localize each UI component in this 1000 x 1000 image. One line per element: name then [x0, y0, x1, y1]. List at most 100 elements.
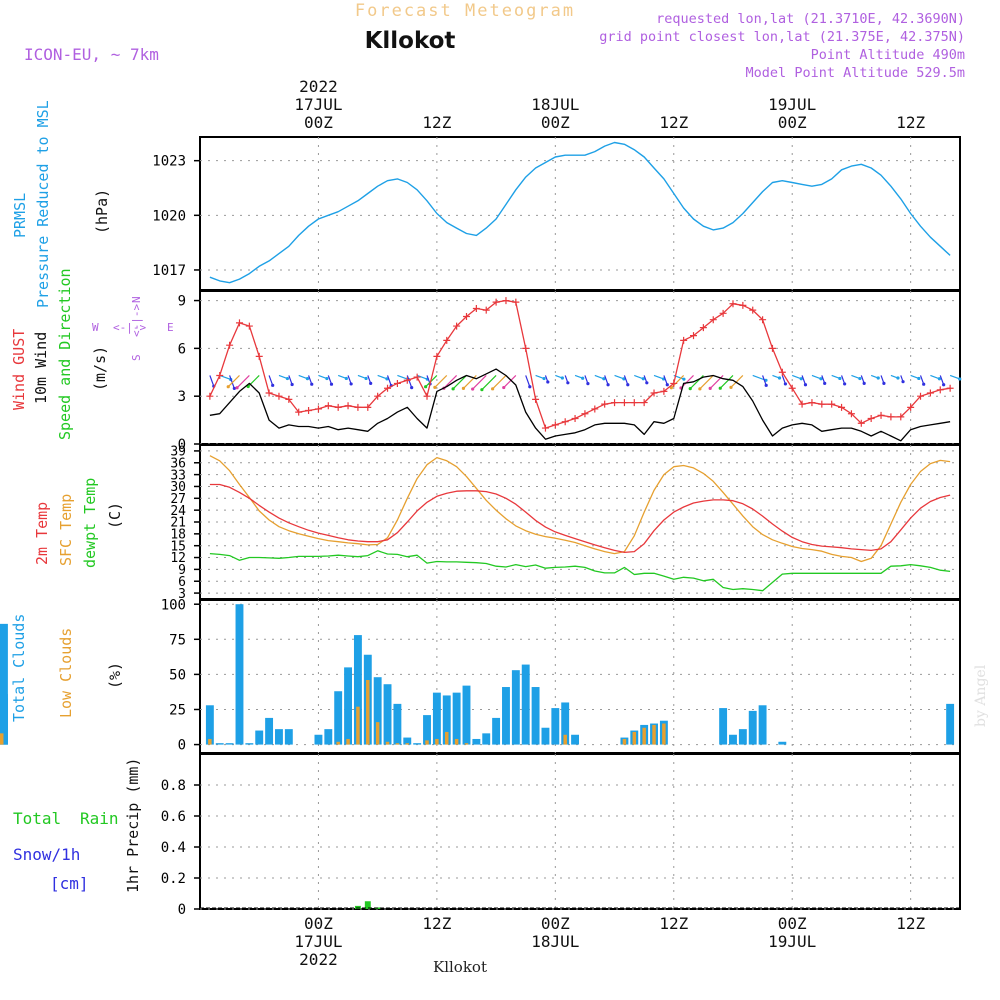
ytick-label: 75	[169, 632, 186, 648]
wind-arrow-head	[862, 381, 866, 385]
low-cloud-bar	[563, 734, 567, 745]
gust-marker	[690, 332, 698, 340]
wind-arrow	[949, 374, 960, 380]
wind-gust-line	[209, 299, 951, 429]
total-cloud-bar	[946, 703, 955, 745]
wind-arrow	[604, 375, 609, 385]
gust-marker	[818, 400, 826, 408]
footer-station: Kllokot	[433, 958, 487, 976]
gust-marker	[255, 352, 263, 360]
wind-arrow-head	[665, 383, 669, 387]
ytick-label: 0	[178, 738, 186, 754]
compass-arrow-we: <-|->	[113, 321, 146, 334]
ytick-label: 15	[170, 539, 186, 554]
gust-marker	[551, 421, 559, 429]
wind-arrow-head	[876, 376, 880, 380]
wind-arrow-head	[843, 382, 847, 386]
total-cloud-bar	[442, 695, 451, 745]
wind-arrow	[653, 374, 664, 380]
low-cloud-bar	[336, 741, 340, 745]
gust-marker	[314, 405, 322, 413]
gust-marker	[384, 384, 392, 392]
low-cloud-bar	[356, 706, 360, 745]
low-cloud-bar	[208, 738, 212, 745]
ytick-label: 50	[169, 667, 186, 683]
wind-arrow-head	[799, 377, 803, 381]
wind-arrow-head	[232, 386, 236, 391]
wind-arrow-head	[708, 386, 712, 391]
wind-arrow	[452, 375, 467, 390]
gust-marker	[601, 400, 609, 408]
top-time-label: 12Z	[422, 113, 451, 132]
gust-marker	[275, 392, 283, 400]
clouds-panel: 0 25 50 75 100	[0, 597, 961, 754]
ytick-label: 27	[170, 492, 186, 507]
compass-n: N	[130, 296, 143, 303]
wind-frame	[199, 290, 961, 445]
wind-arrow	[288, 375, 293, 385]
top-time-label: 17JUL	[294, 95, 342, 114]
wind-panel: 0 3 6 9	[178, 291, 962, 453]
gust-marker	[778, 368, 786, 376]
gust-marker	[749, 306, 757, 314]
station-title: Kllokot	[365, 28, 456, 54]
gust-marker	[433, 352, 441, 360]
low-cloud-bar	[395, 743, 400, 745]
wind-arrow-head	[937, 377, 942, 381]
pressure-line	[209, 141, 951, 284]
low-cloud-bar	[662, 723, 666, 745]
bottom-time-label: 00Z	[778, 914, 807, 933]
gust-marker	[571, 415, 579, 422]
gust-marker	[650, 389, 658, 397]
clouds-frame	[199, 599, 961, 754]
wind-arrow	[434, 375, 448, 388]
gust-marker	[462, 313, 470, 320]
precip-panel: 0 0.2 0.4 0.6 0.8	[161, 753, 961, 918]
total-cloud-bar	[531, 687, 540, 745]
watermark: by Angel	[973, 664, 989, 727]
gust-marker	[423, 392, 431, 400]
total-cloud-bar	[413, 743, 422, 745]
wind-arrow-head	[783, 382, 788, 386]
wind-arrow-head	[364, 376, 368, 381]
gust-marker	[581, 410, 589, 418]
wind-arrow	[443, 375, 458, 389]
wind-arrow-head	[461, 386, 466, 391]
total-cloud-bar	[314, 734, 323, 745]
gust-marker	[611, 399, 619, 407]
wind-arrow-head	[471, 387, 475, 391]
wind-arrow-head	[729, 385, 733, 389]
gust-marker	[305, 407, 313, 415]
wind-arrow	[699, 375, 714, 390]
wind-arrow-head	[917, 376, 921, 381]
gust-marker	[532, 395, 540, 403]
wind-arrow-head	[433, 385, 437, 389]
gust-marker	[808, 399, 816, 407]
wind-arrow-head	[764, 383, 768, 387]
wind-arrow	[386, 375, 392, 386]
wind-arrow-head	[385, 377, 389, 381]
temp-unit: (C)	[106, 502, 124, 529]
ytick-label: 9	[178, 294, 186, 310]
total-cloud-bar	[541, 727, 550, 745]
gust-marker	[877, 411, 885, 419]
wind-arrow	[268, 375, 274, 386]
wind-arrow-head	[310, 382, 314, 386]
gust-marker	[354, 403, 362, 411]
wind-arrow	[719, 375, 734, 389]
gust-marker	[344, 402, 352, 410]
bottom-time-label: 12Z	[659, 914, 688, 933]
ytick-label: 39	[170, 445, 186, 460]
top-time-label: 00Z	[541, 113, 570, 132]
low-cloud-bar	[642, 727, 646, 745]
grid-point-coords: grid point closest lon,lat (21.375E, 42.…	[599, 29, 965, 45]
wind-arrow-head	[838, 376, 842, 381]
wind-arrow-head	[922, 382, 926, 386]
gust-marker	[798, 400, 806, 408]
low-cloud-bar	[405, 743, 410, 745]
ytick-label: 3	[178, 587, 186, 602]
ytick-label: 30	[170, 480, 186, 495]
gust-marker	[502, 297, 510, 305]
total-cloud-bar	[334, 691, 343, 745]
